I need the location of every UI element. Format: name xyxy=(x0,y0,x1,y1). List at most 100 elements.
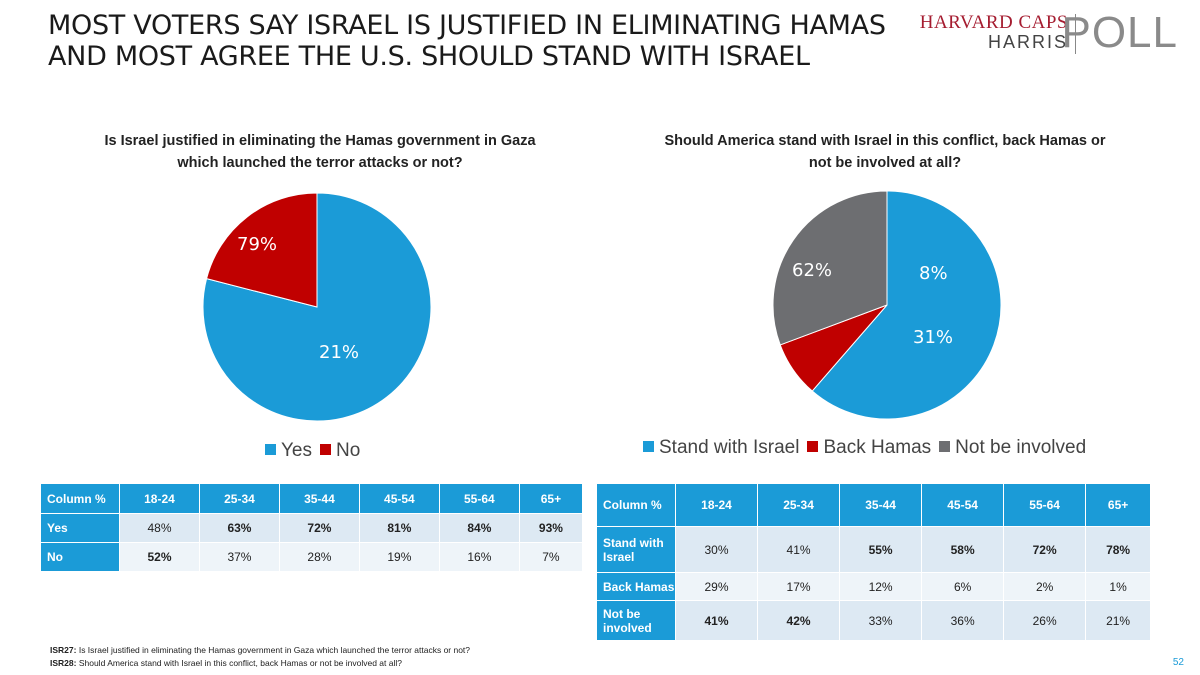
table-header-45-54: 45-54 xyxy=(358,483,440,514)
table-cell: 26% xyxy=(1003,600,1087,641)
table-header-25-34: 25-34 xyxy=(198,483,280,514)
data-label-back-hamas: 8% xyxy=(919,263,948,284)
footnote-isr28: ISR28: Should America stand with Israel … xyxy=(50,658,402,668)
logo-divider xyxy=(1075,14,1076,54)
table-cell: 36% xyxy=(921,600,1005,641)
footnote-isr28-code: ISR28: xyxy=(50,658,77,668)
legend-label-not-be-involved: Not be involved xyxy=(955,437,1087,458)
table-header-25-34: 25-34 xyxy=(757,483,841,527)
row-label-no: No xyxy=(40,542,120,572)
footnote-isr28-text: Should America stand with Israel in this… xyxy=(76,658,402,668)
table-row: Yes 48% 63% 72% 81% 84% 93% xyxy=(40,513,584,543)
legend-label-no: No xyxy=(336,440,361,461)
footnote-isr27: ISR27: Is Israel justified in eliminatin… xyxy=(50,645,470,655)
table-header-35-44: 35-44 xyxy=(278,483,360,514)
table-cell: 21% xyxy=(1085,600,1151,641)
legend-label-stand-with-israel: Stand with Israel xyxy=(659,437,800,458)
table-header-55-64: 55-64 xyxy=(438,483,520,514)
table-cell: 7% xyxy=(518,542,584,572)
data-label-not-be-involved: 31% xyxy=(913,327,953,348)
pie-chart-justified: 79% 21% xyxy=(202,192,432,422)
table-cell: 81% xyxy=(358,513,440,543)
table-cell: 41% xyxy=(674,600,759,641)
table-cell: 28% xyxy=(278,542,360,572)
table-row: No 52% 37% 28% 19% 16% 7% xyxy=(40,542,584,572)
table-cell: 84% xyxy=(438,513,520,543)
table-cell: 78% xyxy=(1085,526,1151,573)
table-cell: 48% xyxy=(119,513,200,543)
chart2-legend: Stand with Israel Back Hamas Not be involv… xyxy=(643,437,1094,459)
page-number: 52 xyxy=(1172,657,1184,668)
legend-label-back-hamas: Back Hamas xyxy=(823,437,932,458)
logo-poll: POLL xyxy=(1061,8,1178,57)
table-row: Not be involved 41% 42% 33% 36% 26% 21% xyxy=(596,600,1151,641)
table-cell: 19% xyxy=(358,542,440,572)
table-cell: 16% xyxy=(438,542,520,572)
table-cell: 6% xyxy=(921,572,1005,601)
legend-label-yes: Yes xyxy=(281,440,312,461)
footnote-isr27-text: Is Israel justified in eliminating the H… xyxy=(76,645,471,655)
pie-slice-not-be-involved xyxy=(772,190,888,346)
footnote-isr27-code: ISR27: xyxy=(50,645,77,655)
legend-item-back-hamas: Back Hamas xyxy=(807,437,931,459)
legend-item-yes: Yes xyxy=(265,440,312,462)
table-cell: 41% xyxy=(757,526,841,573)
pie-chart-stand-with-israel: 62% 8% 31% xyxy=(772,190,1002,420)
row-label-stand-with-israel: Stand with Israel xyxy=(596,526,676,573)
table-cell: 2% xyxy=(1003,572,1087,601)
table-cell: 33% xyxy=(839,600,923,641)
data-label-yes: 79% xyxy=(237,234,277,255)
harvard-caps-harris-poll-logo: HARVARD CAPS HARRIS POLL xyxy=(918,8,1178,57)
table-cell: 1% xyxy=(1085,572,1151,601)
table-cell: 63% xyxy=(198,513,280,543)
title-line-1: MOST VOTERS SAY ISRAEL IS JUSTIFIED IN E… xyxy=(48,10,886,41)
table-row: Back Hamas 29% 17% 12% 6% 2% 1% xyxy=(596,572,1151,601)
legend-swatch-no xyxy=(320,444,331,455)
table-cell: 93% xyxy=(518,513,584,543)
chart2-question: Should America stand with Israel in this… xyxy=(664,133,1106,171)
table-cell: 42% xyxy=(757,600,841,641)
table-header-18-24: 18-24 xyxy=(674,483,759,527)
table-cell: 72% xyxy=(278,513,360,543)
pie-slice-no xyxy=(205,192,318,308)
age-table-justified: Column % 18-24 25-34 35-44 45-54 55-64 65+ Yes… xyxy=(40,483,584,572)
table-header-column: Column % xyxy=(40,483,120,514)
table-header-18-24: 18-24 xyxy=(119,483,200,514)
table-header-65: 65+ xyxy=(518,483,584,514)
title-line-2: AND MOST AGREE THE U.S. SHOULD STAND WIT… xyxy=(48,41,810,72)
legend-swatch-yes xyxy=(265,444,276,455)
table-header-35-44: 35-44 xyxy=(839,483,923,527)
age-table-stand-with-israel: Column % 18-24 25-34 35-44 45-54 55-64 65+ Sta… xyxy=(596,483,1151,641)
logo-harris: HARRIS xyxy=(987,32,1068,52)
data-label-no: 21% xyxy=(319,342,359,363)
logo-harvard-caps: HARVARD CAPS xyxy=(919,12,1068,33)
row-label-not-be-involved: Not be involved xyxy=(596,600,676,641)
legend-item-stand-with-israel: Stand with Israel xyxy=(643,437,799,459)
table-cell: 29% xyxy=(674,572,759,601)
pie-slice-yes xyxy=(202,192,432,422)
table-header-column: Column % xyxy=(596,483,676,527)
table-cell: 58% xyxy=(921,526,1005,573)
legend-swatch-stand-with-israel xyxy=(643,441,654,452)
table-cell: 37% xyxy=(198,542,280,572)
table-cell: 52% xyxy=(119,542,200,572)
data-label-stand-with-israel: 62% xyxy=(792,260,832,281)
table-cell: 55% xyxy=(839,526,923,573)
table-header-65: 65+ xyxy=(1085,483,1151,527)
legend-swatch-not-be-involved xyxy=(939,441,951,452)
legend-swatch-back-hamas xyxy=(807,441,819,452)
row-label-back-hamas: Back Hamas xyxy=(596,572,676,601)
table-cell: 72% xyxy=(1003,526,1087,573)
table-row: Stand with Israel 30% 41% 55% 58% 72% 78% xyxy=(596,526,1151,573)
table-cell: 12% xyxy=(839,572,923,601)
page-title: MOST VOTERS SAY ISRAEL IS JUSTIFIED IN E… xyxy=(48,10,908,72)
table-cell: 30% xyxy=(674,526,759,573)
legend-item-not-be-involved: Not be involved xyxy=(939,437,1086,459)
chart1-question: Is Israel justified in eliminating the H… xyxy=(104,133,536,171)
table-header-55-64: 55-64 xyxy=(1003,483,1087,527)
chart1-legend: Yes No xyxy=(265,440,368,462)
pie-slice-stand-with-israel xyxy=(811,190,1002,420)
table-header-45-54: 45-54 xyxy=(921,483,1005,527)
table-cell: 17% xyxy=(757,572,841,601)
legend-item-no: No xyxy=(320,440,360,462)
